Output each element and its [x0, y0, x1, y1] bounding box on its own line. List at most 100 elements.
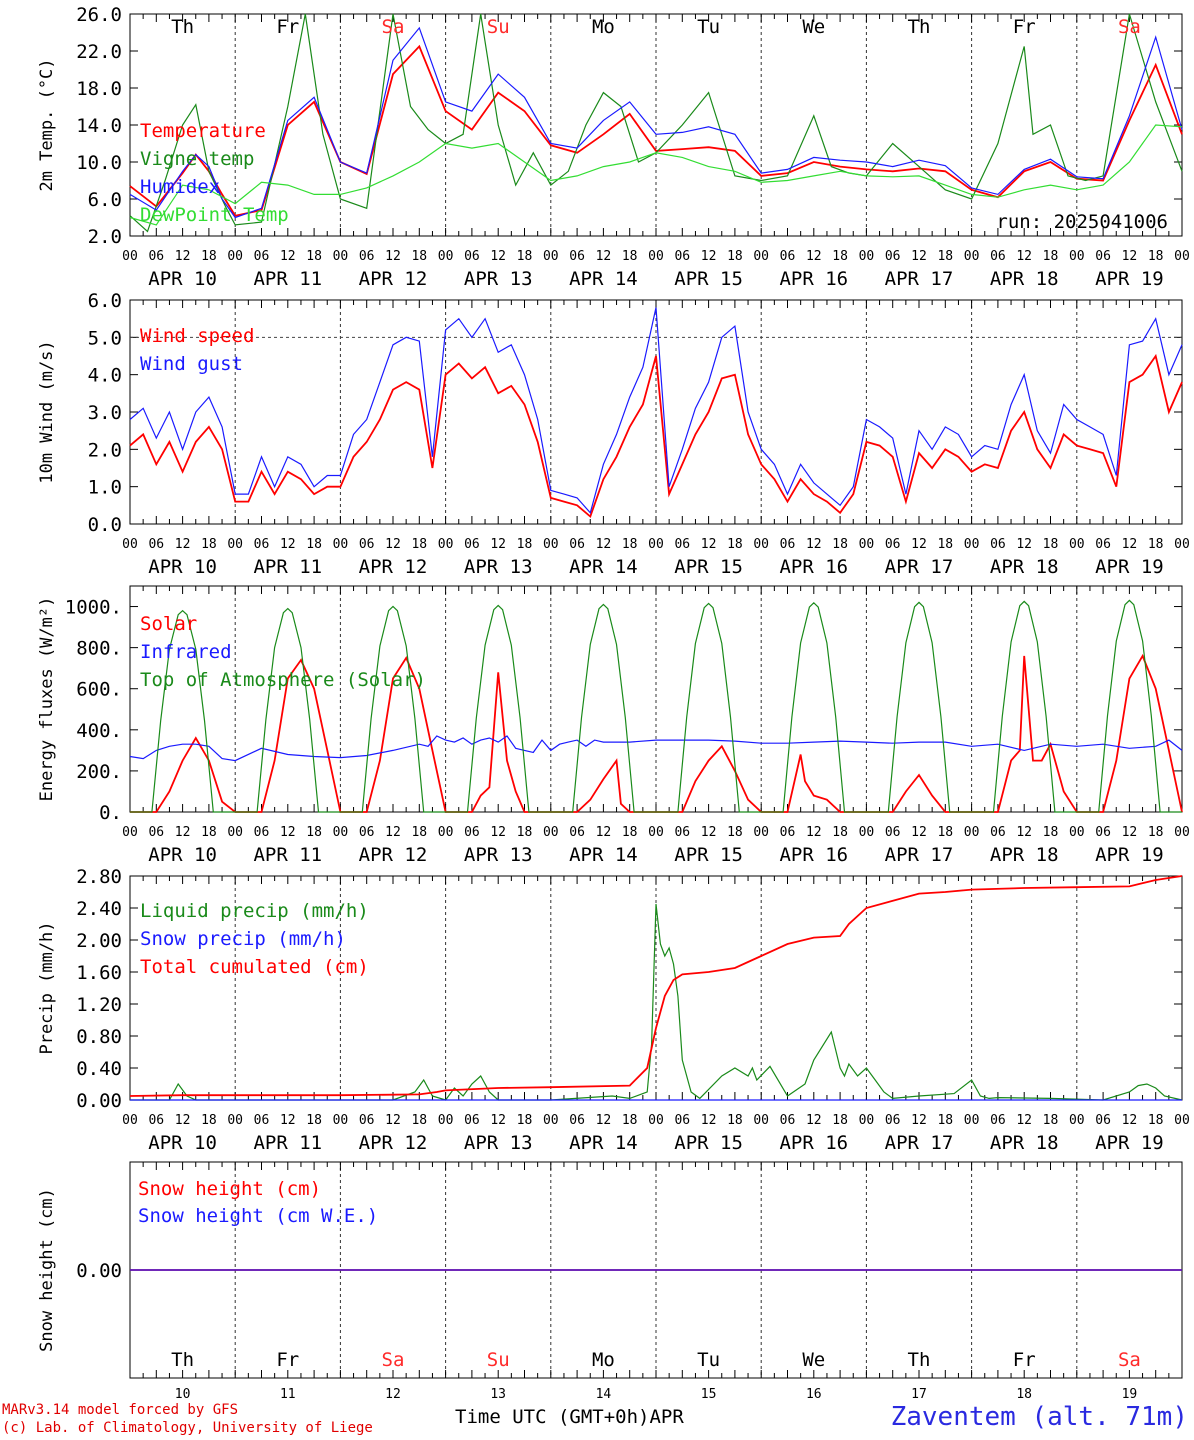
y-tick-label: 400.: [76, 720, 122, 742]
y-tick-label: 22.0: [76, 41, 122, 63]
date-label: APR 13: [464, 844, 533, 866]
hour-tick-label: 06: [780, 537, 796, 552]
hour-tick-label: 12: [490, 249, 506, 264]
hour-tick-label: 18: [622, 1113, 638, 1128]
hour-tick-label: 18: [937, 1113, 953, 1128]
hour-tick-label: 12: [596, 249, 612, 264]
hour-tick-label: 12: [175, 825, 191, 840]
hour-tick-label: 12: [1016, 249, 1032, 264]
hour-tick-label: 06: [254, 1113, 270, 1128]
date-label: APR 15: [674, 268, 743, 290]
date-label: APR 12: [359, 844, 428, 866]
y-tick-label: 5.0: [88, 327, 122, 349]
hour-tick-label: 18: [1148, 1113, 1164, 1128]
weekday-label: Mo: [592, 1349, 615, 1371]
day-number-label: 16: [806, 1387, 822, 1402]
hour-tick-label: 18: [832, 537, 848, 552]
weekday-label: Sa: [1118, 16, 1141, 38]
date-label: APR 11: [253, 1132, 322, 1154]
hour-tick-label: 12: [175, 537, 191, 552]
legend-liquid-precip-mm-h-: Liquid precip (mm/h): [140, 900, 369, 922]
hour-tick-label: 18: [1148, 825, 1164, 840]
hour-tick-label: 18: [622, 537, 638, 552]
date-label: APR 17: [885, 556, 954, 578]
day-number-label: 12: [385, 1387, 401, 1402]
day-number-label: 18: [1016, 1387, 1032, 1402]
panel-2: 0.0 1.0 2.0 3.0 4.0 5.0 6.0 10m Wind (m/s) Wind …: [37, 290, 1190, 578]
hour-tick-label: 06: [1095, 537, 1111, 552]
hour-tick-label: 06: [359, 537, 375, 552]
legend-snow-height-cm-w-e-: Snow height (cm W.E.): [138, 1205, 378, 1227]
date-label: APR 14: [569, 556, 638, 578]
date-label: APR 10: [148, 844, 217, 866]
weekday-label: Fr: [1013, 1349, 1036, 1371]
hour-tick-label: 00: [648, 537, 664, 552]
hour-tick-label: 18: [517, 249, 533, 264]
hour-tick-label: 18: [832, 249, 848, 264]
hour-tick-label: 18: [306, 1113, 322, 1128]
hour-tick-label: 00: [1174, 537, 1190, 552]
day-number-label: 17: [911, 1387, 927, 1402]
y-tick-label: 6.0: [88, 290, 122, 312]
hour-tick-label: 12: [490, 1113, 506, 1128]
day-number-label: 13: [490, 1387, 506, 1402]
date-label: APR 17: [885, 844, 954, 866]
hour-tick-label: 06: [990, 1113, 1006, 1128]
series-infrared: [129, 735, 1183, 762]
hour-tick-label: 12: [806, 249, 822, 264]
hour-tick-label: 06: [990, 249, 1006, 264]
hour-tick-label: 18: [306, 825, 322, 840]
legend-solar: Solar: [140, 613, 197, 635]
weekday-label: We: [802, 16, 825, 38]
hour-tick-label: 18: [727, 537, 743, 552]
hour-tick-label: 00: [1069, 1113, 1085, 1128]
y-tick-label: 3.0: [88, 402, 122, 424]
hour-tick-label: 18: [727, 825, 743, 840]
hour-tick-label: 06: [569, 825, 585, 840]
hour-tick-label: 06: [464, 249, 480, 264]
day-number-label: 15: [701, 1387, 717, 1402]
hour-tick-label: 18: [201, 1113, 217, 1128]
hour-tick-label: 18: [1148, 249, 1164, 264]
hour-tick-label: 00: [333, 825, 349, 840]
panel-3: 0. 200. 400. 600. 800. 1000. Energy fluxes (W/…: [37, 585, 1190, 866]
hour-tick-label: 12: [385, 1113, 401, 1128]
hour-tick-label: 06: [254, 537, 270, 552]
hour-tick-label: 00: [333, 1113, 349, 1128]
hour-tick-label: 12: [701, 537, 717, 552]
credits: MARv3.14 model forced by GFS (c) Lab. of…: [2, 1401, 373, 1437]
hour-tick-label: 12: [175, 1113, 191, 1128]
hour-tick-label: 12: [490, 825, 506, 840]
hour-tick-label: 00: [964, 537, 980, 552]
hour-tick-label: 18: [1043, 825, 1059, 840]
y-tick-label: 4.0: [88, 365, 122, 387]
hour-tick-label: 12: [701, 825, 717, 840]
legend-snow-precip-mm-h-: Snow precip (mm/h): [140, 928, 346, 950]
hour-tick-label: 12: [596, 1113, 612, 1128]
hour-tick-label: 00: [227, 537, 243, 552]
date-label: APR 15: [674, 844, 743, 866]
time-axis-title: Time UTC (GMT+0h)APR: [455, 1406, 684, 1428]
series-dewpoint-temp: [129, 124, 1183, 226]
hour-tick-label: 12: [806, 537, 822, 552]
legend-snow-height-cm-: Snow height (cm): [138, 1178, 321, 1200]
hour-tick-label: 00: [438, 825, 454, 840]
hour-tick-label: 00: [964, 825, 980, 840]
hour-tick-label: 18: [832, 825, 848, 840]
hour-tick-label: 12: [806, 1113, 822, 1128]
date-label: APR 17: [885, 268, 954, 290]
legend-temperature: Temperature: [140, 120, 266, 142]
hour-tick-label: 06: [464, 825, 480, 840]
hour-tick-label: 06: [674, 825, 690, 840]
hour-tick-label: 18: [306, 249, 322, 264]
date-label: APR 18: [990, 1132, 1059, 1154]
hour-tick-label: 12: [280, 537, 296, 552]
model-credit: MARv3.14 model forced by GFS: [2, 1402, 239, 1418]
weekday-label: Sa: [382, 16, 405, 38]
legend-infrared: Infrared: [140, 641, 232, 663]
hour-tick-label: 06: [1095, 1113, 1111, 1128]
date-label: APR 19: [1095, 844, 1164, 866]
y-tick-label: 2.00: [76, 930, 122, 952]
hour-tick-label: 00: [1069, 537, 1085, 552]
hour-tick-label: 06: [674, 249, 690, 264]
